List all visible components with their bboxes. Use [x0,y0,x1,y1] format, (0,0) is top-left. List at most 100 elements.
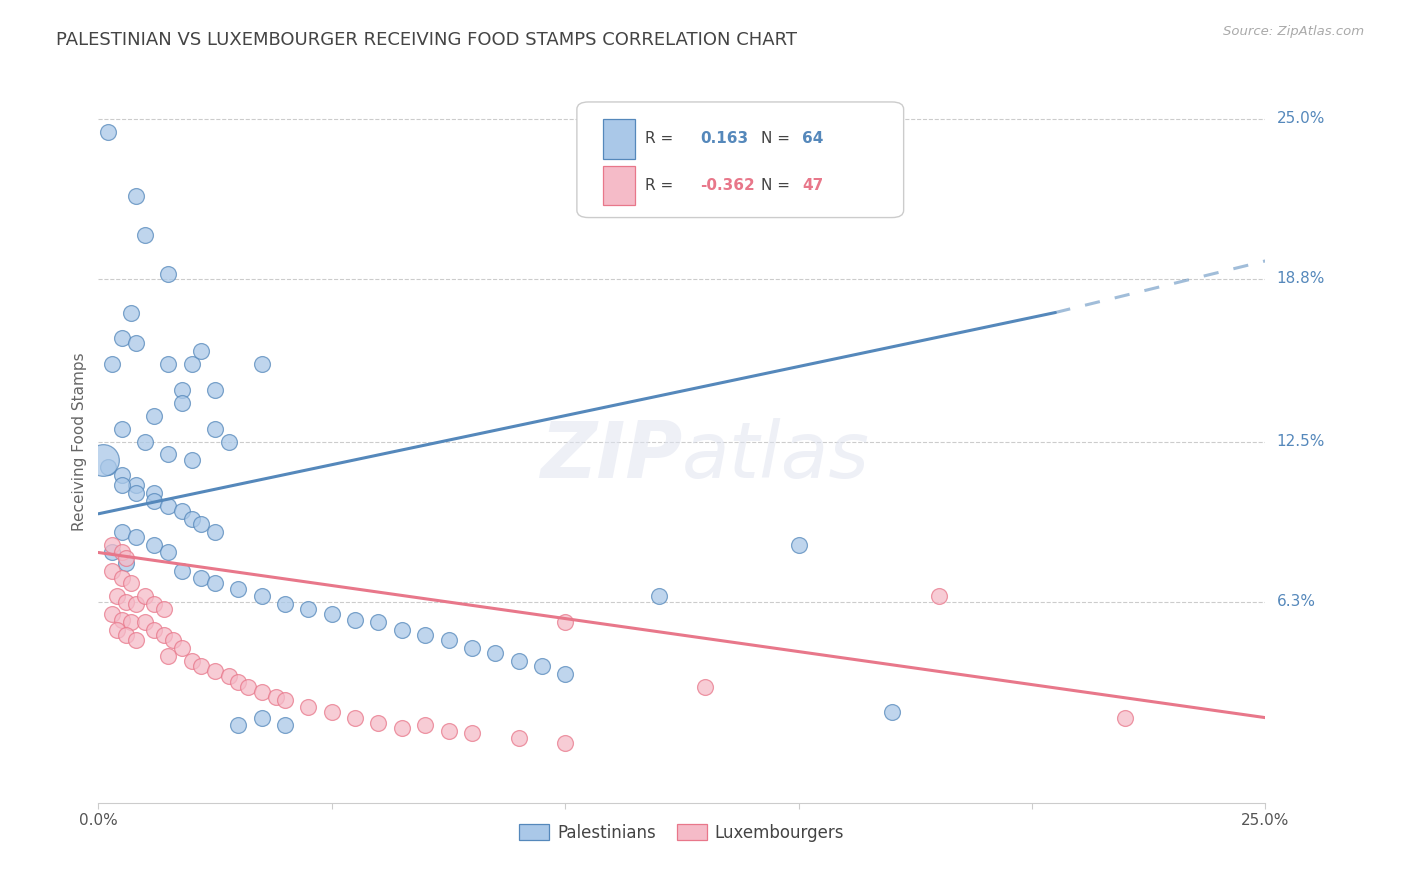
Point [111,478,134,492]
Bar [603,166,636,205]
Point [134,434,156,449]
Point [344,711,367,725]
Point [105,590,128,604]
Point [143,409,166,423]
Point [111,571,134,585]
Point [111,524,134,539]
Point [180,512,202,526]
Point [125,597,148,611]
Point [157,357,180,371]
Point [204,383,226,397]
Point [928,590,950,604]
Point [172,396,194,410]
Point [115,594,138,608]
Point [157,648,180,663]
Point [91,452,114,467]
Point [218,669,240,683]
Point [554,736,576,750]
Point [437,633,460,648]
Point [134,590,156,604]
Point [297,602,319,616]
Point [134,228,156,243]
Point [413,628,436,642]
Point [190,571,212,585]
Text: 18.8%: 18.8% [1277,271,1324,286]
Text: R =: R = [644,178,678,193]
FancyBboxPatch shape [576,102,904,218]
Point [264,690,287,704]
Point [554,666,576,681]
Point [125,486,148,500]
Point [172,504,194,518]
Point [172,383,194,397]
Text: 25.0%: 25.0% [1277,112,1324,127]
Legend: Palestinians, Luxembourgers: Palestinians, Luxembourgers [513,817,851,848]
Point [152,628,174,642]
Point [321,607,343,622]
Point [111,545,134,559]
Point [120,615,142,630]
Point [125,530,148,544]
Point [228,582,250,596]
Point [97,125,120,139]
Point [204,524,226,539]
Text: 6.3%: 6.3% [1277,594,1316,609]
Point [228,674,250,689]
Point [228,718,250,732]
Point [101,607,124,622]
Text: atlas: atlas [682,418,870,494]
Point [250,685,273,699]
Point [143,486,166,500]
Point [437,723,460,738]
Point [111,331,134,345]
Point [367,615,389,630]
Point [204,664,226,678]
Point [143,597,166,611]
Point [125,478,148,492]
Point [101,357,124,371]
Point [125,633,148,648]
Point [787,538,810,552]
Point [1114,711,1136,725]
Point [391,623,413,637]
Point [344,613,367,627]
Point [101,545,124,559]
Point [172,640,194,655]
Point [115,628,138,642]
Point [111,468,134,483]
Point [120,305,142,319]
Point [461,640,484,655]
Text: ZIP: ZIP [540,418,682,494]
Point [508,654,530,668]
Point [508,731,530,746]
Bar [603,120,636,159]
Point [250,357,273,371]
Point [190,517,212,532]
Point [367,715,389,730]
Point [157,447,180,461]
Point [111,613,134,627]
Point [157,267,180,281]
Point [484,646,506,660]
Point [125,336,148,351]
Point [115,550,138,565]
Text: N =: N = [761,178,790,193]
Point [105,623,128,637]
Point [97,460,120,475]
Point [321,706,343,720]
Point [274,597,297,611]
Point [461,726,484,740]
Point [101,538,124,552]
Point [157,499,180,513]
Point [125,189,148,203]
Point [143,538,166,552]
Text: PALESTINIAN VS LUXEMBOURGER RECEIVING FOOD STAMPS CORRELATION CHART: PALESTINIAN VS LUXEMBOURGER RECEIVING FO… [56,31,797,49]
Text: 0.163: 0.163 [700,131,749,146]
Point [157,545,180,559]
Point [413,718,436,732]
Point [695,680,717,694]
Text: 47: 47 [801,178,824,193]
Point [180,452,202,467]
Point [391,721,413,735]
Point [236,680,259,694]
